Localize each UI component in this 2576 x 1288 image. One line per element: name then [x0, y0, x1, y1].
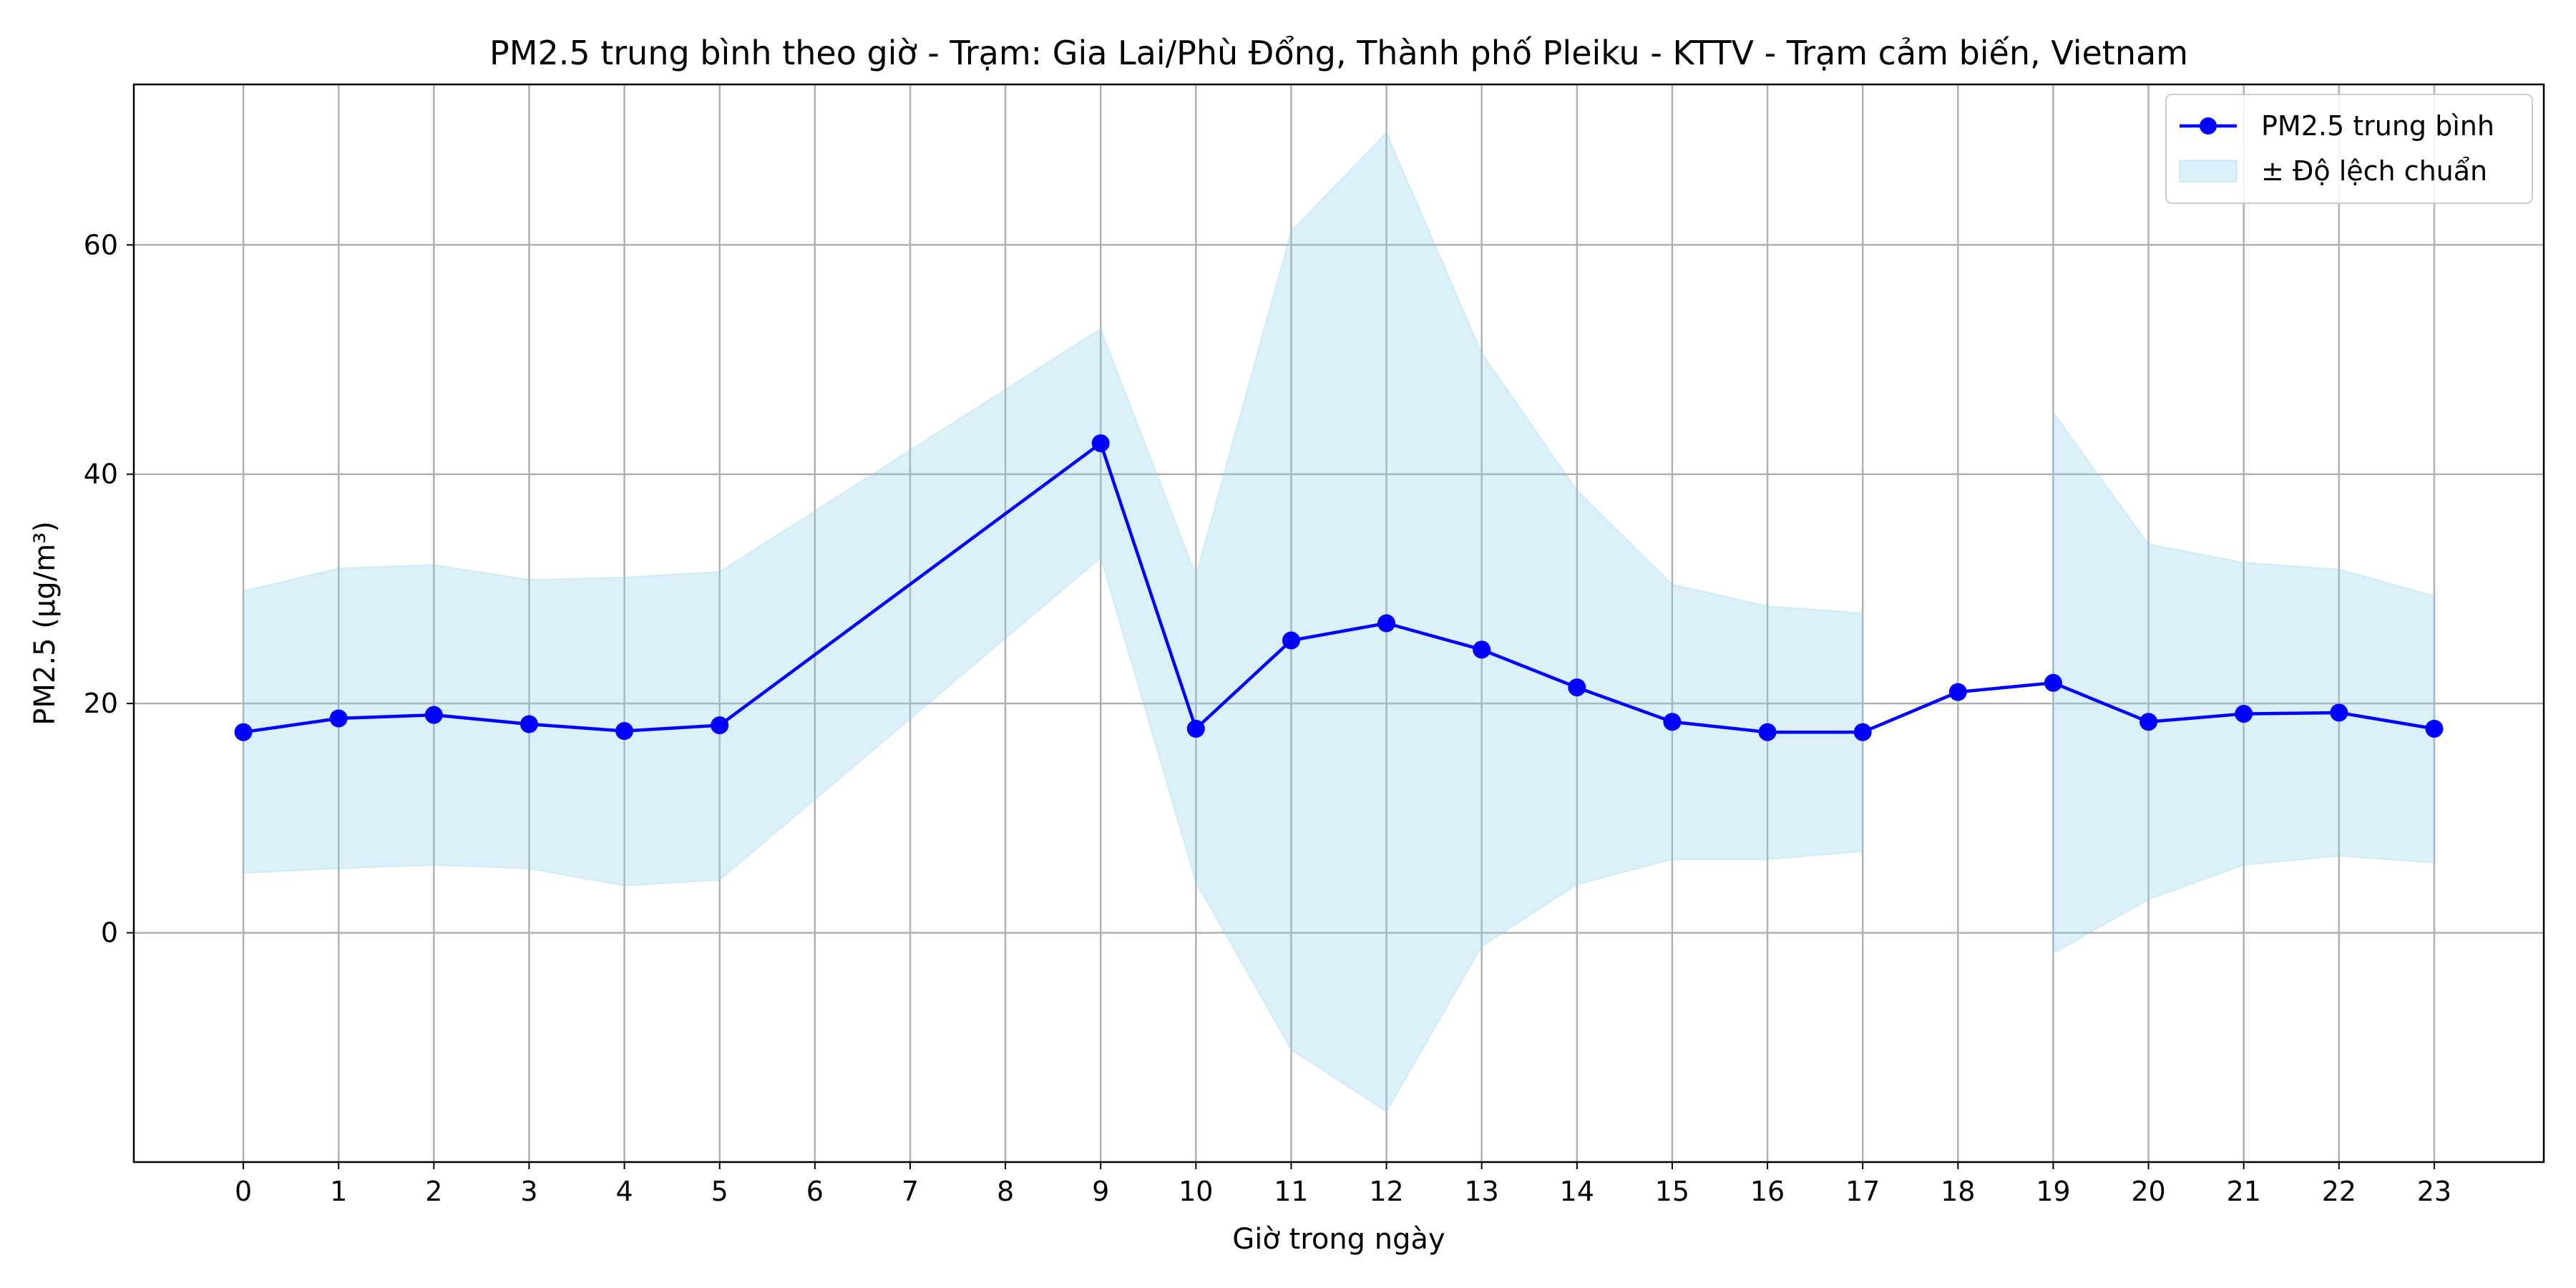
x-tick-label: 6: [806, 1176, 824, 1207]
data-point: [1948, 683, 1967, 701]
data-point: [1377, 614, 1396, 633]
y-tick-label: 0: [101, 917, 118, 949]
x-tick-label: 21: [2226, 1176, 2260, 1207]
data-point: [615, 722, 634, 741]
x-tick-label: 16: [1750, 1176, 1785, 1207]
data-point: [2330, 703, 2348, 722]
x-tick-label: 4: [615, 1176, 633, 1207]
y-axis-label: PM2.5 (µg/m³): [29, 521, 62, 726]
x-tick-label: 13: [1465, 1176, 1499, 1207]
y-tick-label: 60: [84, 229, 118, 260]
std-band-segment: [243, 131, 1864, 1113]
x-tick-label: 1: [330, 1176, 347, 1207]
data-point: [1663, 713, 1682, 731]
data-point: [2425, 719, 2444, 738]
legend-band-label: ± Độ lệch chuẩn: [2261, 155, 2487, 187]
data-point: [2140, 713, 2158, 731]
legend-box: [2165, 94, 2533, 204]
data-point: [1473, 640, 1491, 659]
data-point: [1758, 723, 1777, 741]
std-band-layer: [243, 131, 2435, 1113]
data-point: [234, 723, 253, 741]
x-tick-label: 7: [902, 1176, 919, 1207]
x-tick-label: 9: [1092, 1176, 1109, 1207]
y-tick-layer: 0 20 40 60: [84, 229, 134, 949]
x-tick-label: 20: [2131, 1176, 2165, 1207]
legend-series-label: PM2.5 trung bình: [2261, 110, 2494, 142]
x-tick-label: 17: [1845, 1176, 1880, 1207]
data-point: [1853, 723, 1872, 741]
y-tick-label: 20: [84, 688, 118, 719]
data-point: [2235, 705, 2253, 723]
data-point: [711, 716, 729, 735]
legend-band-swatch: [2179, 160, 2238, 182]
x-tick-label: 0: [235, 1176, 252, 1207]
x-tick-label: 5: [711, 1176, 728, 1207]
x-tick-layer: 0 1 2 3 4 5 6 7 8 9 10 11 12 13 14 15 16 17 18 19 20 21 22 23: [235, 1162, 2451, 1207]
chart-title: PM2.5 trung bình theo giờ - Trạm: Gia La…: [489, 34, 2188, 72]
data-point: [1568, 678, 1586, 697]
x-axis-label: Giờ trong ngày: [1232, 1223, 1445, 1256]
std-band-segment: [2052, 410, 2435, 955]
x-tick-label: 8: [997, 1176, 1014, 1207]
plot-frame: [132, 83, 2545, 1163]
legend-marker-swatch: [2200, 117, 2217, 135]
x-tick-label: 10: [1179, 1176, 1213, 1207]
y-tick-label: 40: [84, 459, 118, 490]
data-point: [1091, 434, 1110, 452]
x-tick-label: 14: [1560, 1176, 1594, 1207]
x-tick-label: 12: [1369, 1176, 1403, 1207]
data-point: [329, 709, 348, 728]
data-point: [519, 715, 538, 733]
x-tick-label: 19: [2036, 1176, 2070, 1207]
x-tick-label: 23: [2417, 1176, 2451, 1207]
data-point: [1186, 719, 1205, 738]
legend: PM2.5 trung bình ± Độ lệch chuẩn: [2165, 94, 2533, 204]
x-tick-label: 11: [1274, 1176, 1308, 1207]
data-point: [424, 706, 443, 724]
x-tick-label: 3: [520, 1176, 537, 1207]
x-tick-label: 2: [425, 1176, 442, 1207]
x-tick-label: 22: [2322, 1176, 2356, 1207]
data-point: [2044, 673, 2062, 692]
mean-marker-layer: [234, 434, 2444, 741]
x-tick-label: 15: [1655, 1176, 1689, 1207]
data-point: [1282, 631, 1300, 650]
x-tick-label: 18: [1941, 1176, 1975, 1207]
